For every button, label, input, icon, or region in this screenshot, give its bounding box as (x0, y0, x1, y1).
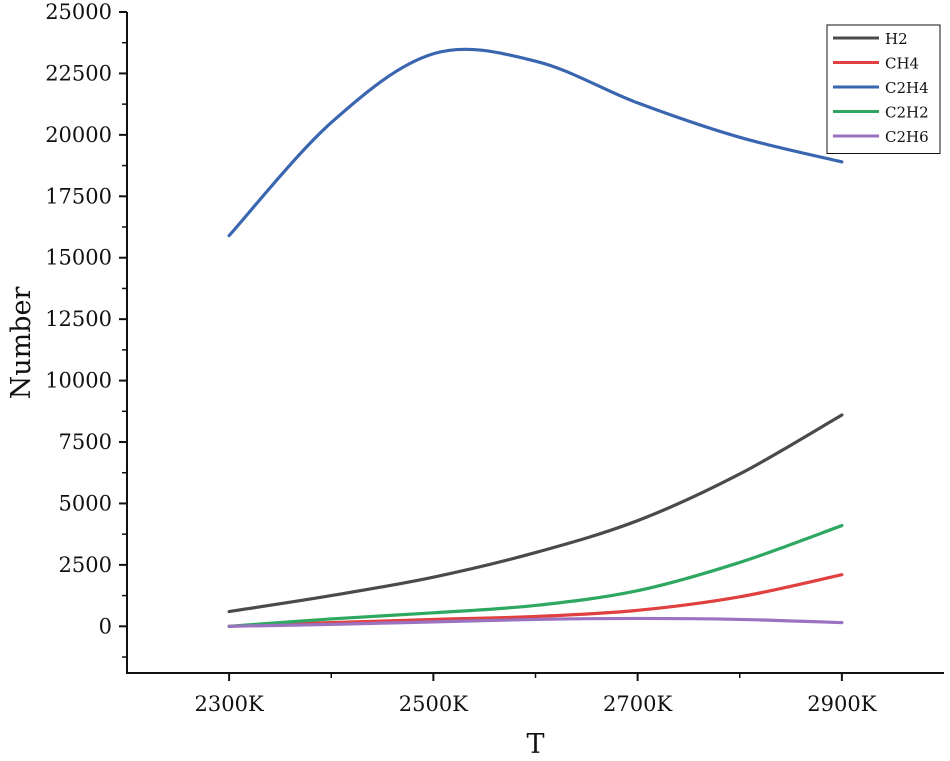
y-tick-label: 12500 (45, 307, 112, 331)
legend-label-c2h4: C2H4 (885, 79, 929, 97)
x-tick-label: 2900K (807, 692, 876, 716)
x-axis-title: T (526, 729, 544, 760)
legend-label-c2h6: C2H6 (885, 128, 929, 146)
y-tick-label: 20000 (45, 123, 112, 147)
y-tick-label: 22500 (45, 61, 112, 85)
series-line-ch4 (227, 573, 844, 628)
legend-label-ch4: CH4 (885, 55, 919, 73)
y-tick-label: 15000 (45, 246, 112, 270)
y-tick-label: 0 (99, 614, 112, 638)
y-tick-label: 5000 (59, 491, 112, 515)
y-tick-label: 2500 (59, 553, 112, 577)
legend-label-c2h2: C2H2 (885, 104, 929, 122)
y-axis-title: Number (6, 287, 37, 400)
y-tick-label: 17500 (45, 184, 112, 208)
x-tick-label: 2700K (603, 692, 672, 716)
y-tick-label: 10000 (45, 369, 112, 393)
legend-label-h2: H2 (885, 30, 908, 48)
y-tick-label: 25000 (45, 0, 112, 24)
legend-box (826, 24, 941, 154)
axes-group: 0 2500 5000 7500 10000 12500 15000 17500 20000 22… (45, 0, 944, 716)
legend: H2 CH4 C2H4 C2H2 C2H6 (826, 24, 941, 154)
x-tick-label: 2500K (399, 692, 468, 716)
series-line-h2 (227, 413, 844, 614)
x-tick-label: 2300K (195, 692, 264, 716)
series-layer (227, 47, 844, 628)
series-line-c2h6 (227, 616, 844, 628)
series-line-c2h4 (227, 47, 844, 238)
series-line-c2h2 (227, 523, 844, 628)
y-tick-label: 7500 (59, 430, 112, 454)
